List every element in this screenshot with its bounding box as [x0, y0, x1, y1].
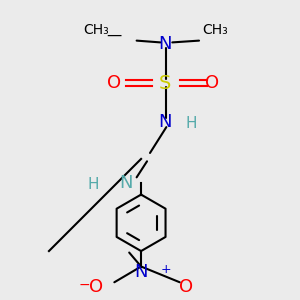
Text: CH₃: CH₃: [84, 22, 110, 37]
Text: N: N: [134, 263, 148, 281]
Text: +: +: [161, 263, 172, 276]
Text: —: —: [107, 28, 122, 43]
Text: H: H: [88, 177, 99, 192]
Text: O: O: [178, 278, 193, 296]
Text: O: O: [89, 278, 103, 296]
Text: N: N: [158, 35, 172, 53]
Text: CH₃: CH₃: [202, 22, 228, 37]
Text: O: O: [206, 74, 220, 92]
Text: H: H: [186, 116, 197, 131]
Text: N: N: [158, 113, 172, 131]
Text: O: O: [107, 74, 122, 92]
Text: N: N: [119, 174, 133, 192]
Text: −: −: [79, 278, 90, 292]
Text: S: S: [159, 74, 171, 93]
